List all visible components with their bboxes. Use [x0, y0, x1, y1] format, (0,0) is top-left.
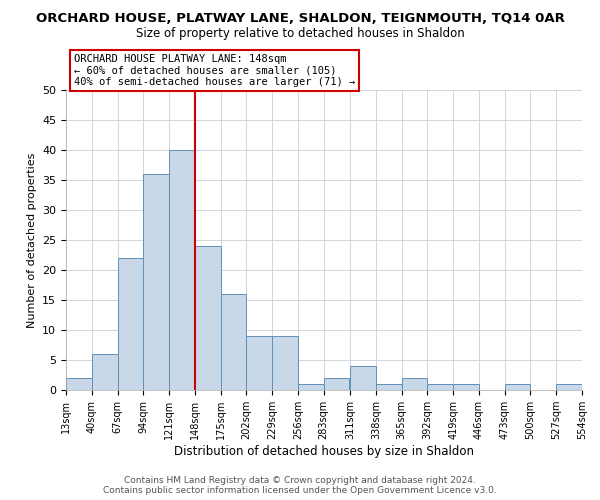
X-axis label: Distribution of detached houses by size in Shaldon: Distribution of detached houses by size …	[174, 445, 474, 458]
Bar	[323, 378, 349, 390]
Y-axis label: Number of detached properties: Number of detached properties	[26, 152, 37, 328]
Text: Size of property relative to detached houses in Shaldon: Size of property relative to detached ho…	[136, 28, 464, 40]
Bar	[272, 336, 298, 390]
Bar	[169, 150, 195, 390]
Bar	[118, 258, 143, 390]
Text: ORCHARD HOUSE PLATWAY LANE: 148sqm
← 60% of detached houses are smaller (105)
40: ORCHARD HOUSE PLATWAY LANE: 148sqm ← 60%…	[74, 54, 355, 87]
Bar	[143, 174, 169, 390]
Bar	[221, 294, 246, 390]
Bar	[402, 378, 427, 390]
Bar	[427, 384, 453, 390]
Text: Contains HM Land Registry data © Crown copyright and database right 2024.
Contai: Contains HM Land Registry data © Crown c…	[103, 476, 497, 495]
Text: ORCHARD HOUSE, PLATWAY LANE, SHALDON, TEIGNMOUTH, TQ14 0AR: ORCHARD HOUSE, PLATWAY LANE, SHALDON, TE…	[35, 12, 565, 26]
Bar	[66, 378, 92, 390]
Bar	[556, 384, 582, 390]
Bar	[453, 384, 479, 390]
Bar	[246, 336, 272, 390]
Bar	[298, 384, 323, 390]
Bar	[505, 384, 530, 390]
Bar	[195, 246, 221, 390]
Bar	[92, 354, 118, 390]
Bar	[376, 384, 402, 390]
Bar	[350, 366, 376, 390]
